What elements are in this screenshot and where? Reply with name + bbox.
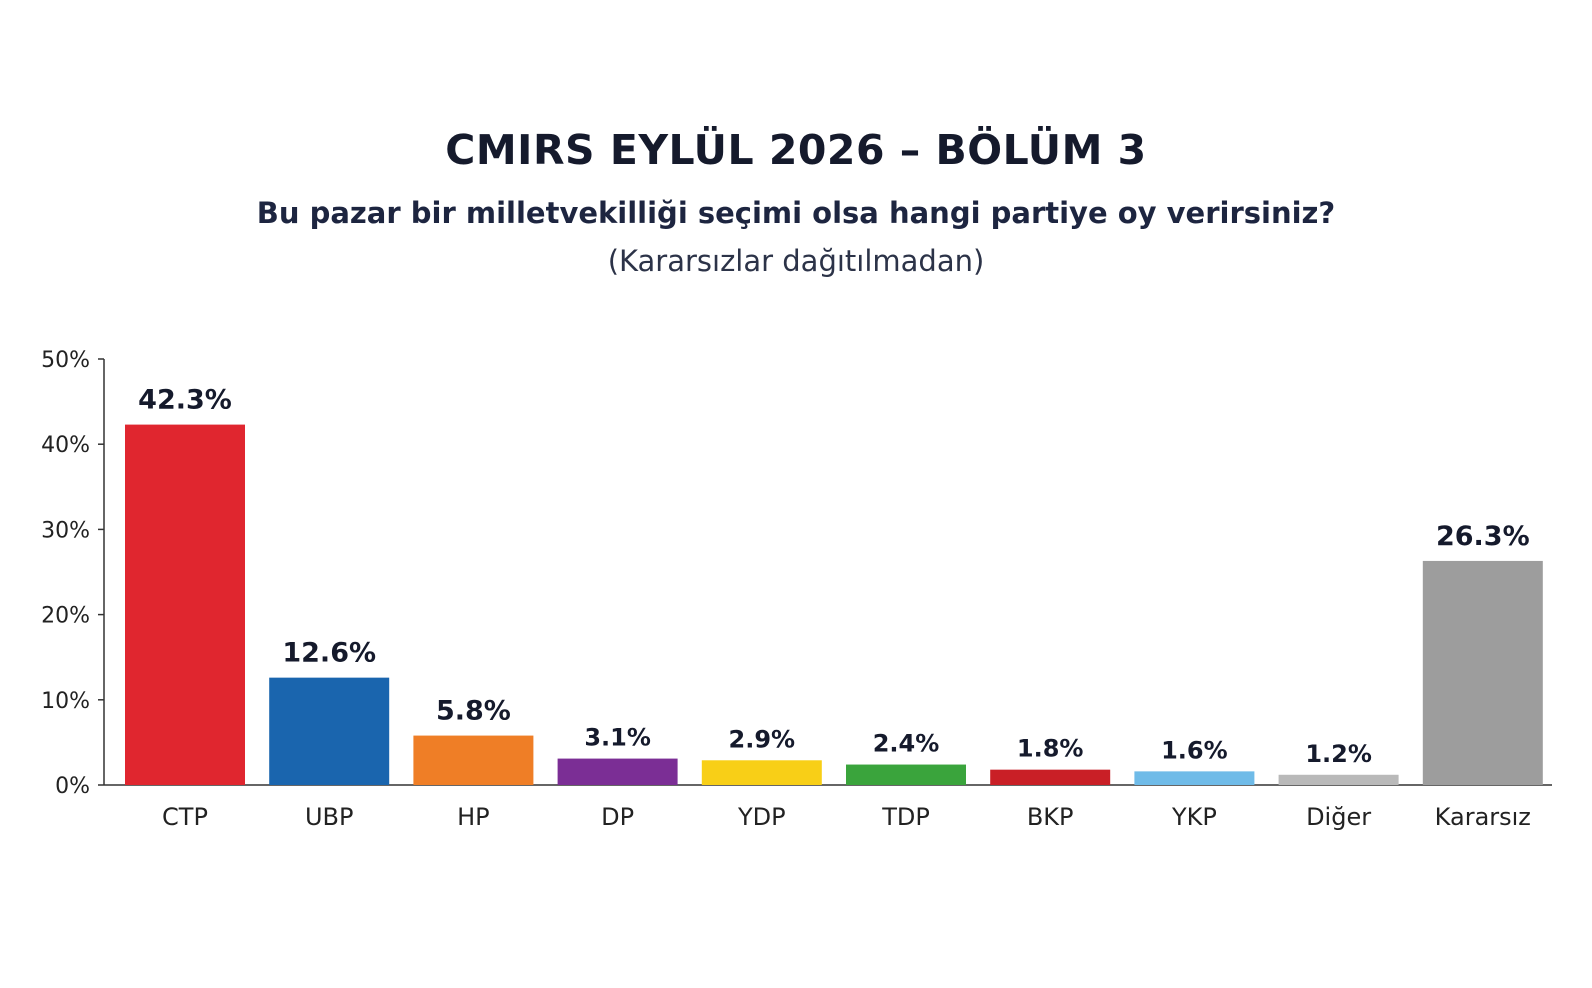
- y-tick-label: 10%: [41, 689, 90, 714]
- category-label: UBP: [305, 803, 354, 831]
- chart-labels: 42.3% CTP 12.6% UBP 5.8% HP 3.1% DP 2.9% YDP 2.4% T…: [138, 385, 1531, 831]
- value-label: 3.1%: [584, 724, 651, 752]
- bar-ykp: [1134, 771, 1255, 785]
- value-label: 2.4%: [873, 730, 940, 758]
- value-label: 1.6%: [1161, 736, 1228, 764]
- y-tick-label: 20%: [41, 604, 90, 629]
- category-label: CTP: [162, 803, 208, 831]
- bar-kararsız: [1422, 560, 1543, 785]
- value-label: 1.2%: [1305, 740, 1372, 768]
- chart-title: CMIRS EYLÜL 2026 – BÖLÜM 3: [445, 126, 1147, 174]
- bar-dp: [557, 758, 678, 785]
- category-label: BKP: [1027, 803, 1074, 831]
- value-label: 26.3%: [1436, 521, 1530, 552]
- bar-tdp: [846, 764, 966, 785]
- bar-ydp: [701, 760, 822, 785]
- value-label: 12.6%: [282, 638, 376, 669]
- category-label: YKP: [1171, 803, 1217, 831]
- value-label: 42.3%: [138, 385, 232, 416]
- category-label: HP: [457, 803, 490, 831]
- value-label: 2.9%: [729, 725, 796, 753]
- chart-subtitle: Bu pazar bir milletvekilliği seçimi olsa…: [256, 196, 1336, 230]
- value-label: 1.8%: [1017, 735, 1084, 763]
- category-label: Diğer: [1306, 803, 1371, 831]
- bar-hp: [413, 735, 534, 785]
- bar-ubp: [269, 677, 390, 785]
- category-label: DP: [601, 803, 634, 831]
- chart-axes: 0% 10% 20% 30% 40% 50%: [41, 348, 1552, 799]
- bar-ctp: [125, 424, 245, 785]
- chart-bars: [125, 424, 1543, 785]
- category-label: TDP: [881, 803, 930, 831]
- y-tick-label: 40%: [41, 433, 90, 458]
- y-tick-label: 30%: [41, 518, 90, 543]
- chart-note: (Kararsızlar dağıtılmadan): [607, 244, 985, 278]
- y-tick-label: 50%: [41, 348, 90, 373]
- y-tick-label: 0%: [55, 774, 90, 799]
- value-label: 5.8%: [436, 696, 511, 727]
- category-label: Kararsız: [1435, 803, 1531, 831]
- bar-bkp: [990, 769, 1111, 785]
- category-label: YDP: [737, 803, 786, 831]
- bar-diğer: [1278, 774, 1399, 785]
